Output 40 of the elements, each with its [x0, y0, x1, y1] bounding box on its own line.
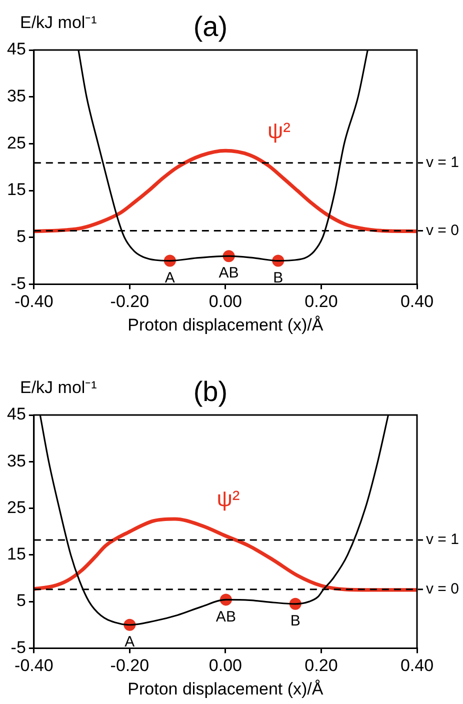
y-tick-label: -5 [10, 274, 26, 293]
annotation: B [290, 612, 300, 630]
x-tick-label: 0.40 [400, 656, 434, 676]
annotation: v = 1 [426, 154, 459, 172]
x-tick-label: 0.20 [304, 656, 338, 676]
y-axis-title: E/kJ mol⁻¹ [20, 378, 98, 397]
y-tick-label: 35 [6, 86, 26, 106]
y-tick-label: 25 [6, 133, 26, 152]
y-tick-label: 5 [16, 591, 26, 610]
x-axis-title: Proton displacement (x)/Å [128, 679, 324, 698]
x-tick-label: 0.00 [208, 292, 242, 312]
y-tick-label: 25 [6, 498, 26, 517]
annotation: B [273, 269, 284, 286]
annotation: A [124, 634, 135, 651]
x-tick-label: 0.40 [400, 292, 434, 312]
chart-title: (b) [193, 376, 228, 407]
x-axis-title: Proton displacement (x)/Å [128, 315, 324, 334]
y-tick-label: 15 [6, 544, 26, 564]
annotation: v = 1 [426, 531, 459, 548]
y-tick-label: 45 [6, 404, 26, 424]
annotation: A [164, 269, 175, 286]
chart-title: (a) [193, 11, 228, 42]
x-tick-label: -0.20 [110, 656, 150, 676]
x-tick-label: 0.20 [304, 292, 338, 312]
annotation: v = 0 [426, 222, 459, 239]
annotation: AB [216, 608, 236, 626]
series-label: ψ² [267, 118, 290, 143]
x-tick-label: -0.40 [14, 656, 54, 676]
x-tick-label: -0.40 [14, 292, 54, 312]
y-tick-label: 5 [16, 227, 26, 246]
y-tick-label: 45 [6, 40, 26, 59]
y-tick-label: 35 [6, 451, 26, 470]
annotation: AB [218, 264, 239, 282]
y-axis-title: E/kJ mol⁻¹ [20, 13, 98, 32]
x-tick-label: -0.20 [110, 292, 150, 312]
series-label: ψ² [216, 486, 240, 512]
y-tick-label: -5 [10, 638, 26, 657]
y-tick-label: 15 [6, 180, 26, 200]
x-tick-label: 0.00 [208, 656, 242, 676]
annotation: v = 0 [426, 580, 459, 598]
